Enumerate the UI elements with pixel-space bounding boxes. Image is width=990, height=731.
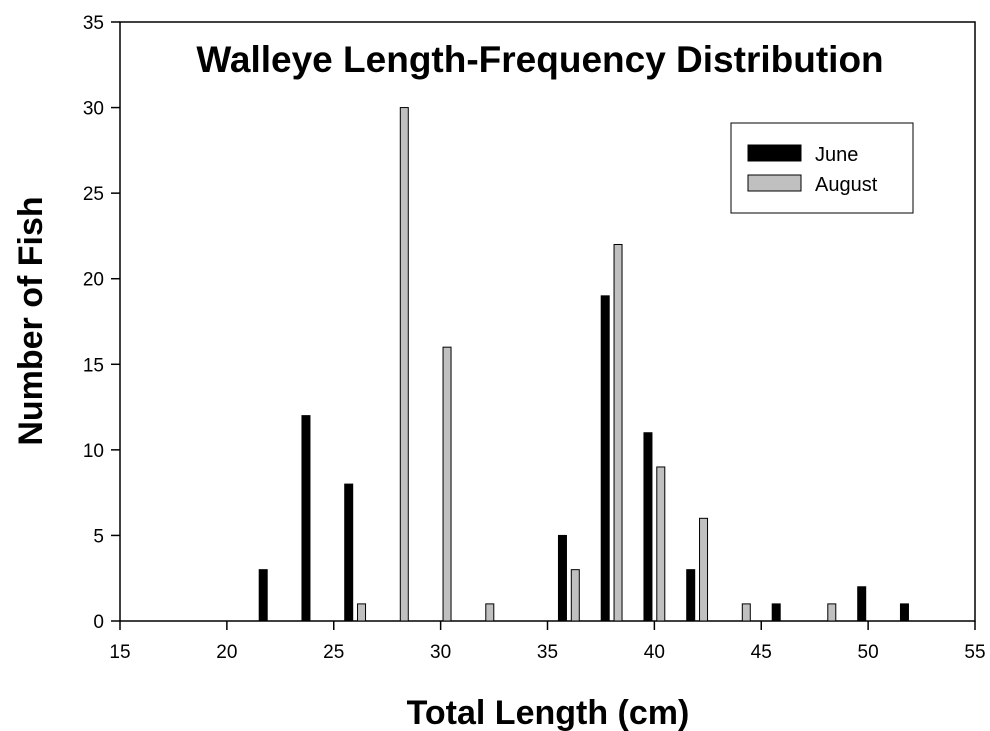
y-tick-label: 30 [83,99,104,120]
bar-august-5 [613,243,623,622]
y-tick-label: 35 [83,13,104,34]
x-tick-label: 45 [751,642,772,663]
bar-august-6 [656,466,666,622]
y-tick-label: 10 [83,441,104,462]
bar-august-3 [485,603,495,622]
bar-august-4 [570,569,580,622]
x-axis-title: Total Length (cm) [407,694,690,731]
x-tick-label: 30 [430,642,451,663]
bar-june-8 [857,586,867,622]
bars-layer [258,107,909,622]
chart-title: Walleye Length-Frequency Distribution [196,39,883,80]
x-tick-label: 25 [323,642,344,663]
y-axis-title: Number of Fish [12,196,50,445]
y-tick-label: 5 [93,526,104,547]
bar-june-4 [600,295,610,622]
legend: June August [730,122,914,214]
bar-june-9 [899,603,909,622]
x-tick-label: 15 [109,642,130,663]
plot-frame [119,21,976,622]
x-axis: 15 20 25 30 35 40 45 50 55 [109,621,986,663]
x-tick-label: 50 [858,642,879,663]
bar-june-2 [344,483,354,622]
bar-august-7 [699,517,709,622]
legend-swatch-august [747,174,802,192]
x-tick-label: 20 [216,642,237,663]
y-tick-label: 0 [93,612,104,633]
bar-august-8 [741,603,751,622]
bar-june-1 [301,415,311,622]
bar-june-5 [643,432,653,622]
legend-label-august: August [815,174,878,196]
bar-june-6 [686,569,696,622]
y-tick-label: 25 [83,184,104,205]
legend-box [730,122,914,214]
bar-august-0 [357,603,367,622]
bar-june-3 [557,534,567,622]
legend-label-june: June [815,144,858,166]
x-tick-label: 35 [537,642,558,663]
legend-swatch-june [747,144,802,162]
bar-august-9 [827,603,837,622]
bar-june-0 [258,569,268,622]
bar-august-2 [442,346,452,622]
y-tick-label: 20 [83,270,104,291]
x-tick-label: 40 [644,642,665,663]
x-tick-label: 55 [964,642,985,663]
y-tick-label: 15 [83,355,104,376]
y-axis: 0 5 10 15 20 25 30 35 [83,13,120,633]
bar-august-1 [399,107,409,622]
bar-june-7 [771,603,781,622]
